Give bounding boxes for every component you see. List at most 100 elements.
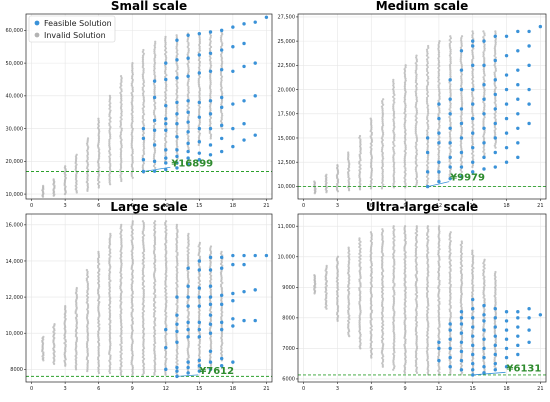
invalid-point — [131, 99, 134, 102]
invalid-point — [392, 122, 396, 125]
invalid-point — [164, 258, 167, 262]
invalid-point — [97, 363, 100, 366]
invalid-point — [415, 135, 418, 139]
invalid-point — [459, 261, 463, 264]
invalid-point — [198, 283, 202, 286]
invalid-point — [64, 348, 67, 351]
invalid-point — [164, 87, 167, 90]
invalid-point — [415, 179, 419, 182]
invalid-point — [187, 91, 190, 94]
invalid-point — [483, 363, 486, 366]
invalid-point — [154, 295, 157, 299]
feasible-point — [482, 83, 486, 87]
invalid-point — [86, 334, 90, 337]
invalid-point — [165, 333, 168, 336]
invalid-point — [209, 103, 212, 106]
invalid-point — [198, 349, 201, 352]
invalid-point — [164, 54, 167, 58]
invalid-point — [154, 306, 157, 309]
invalid-point — [141, 88, 144, 91]
invalid-point — [187, 356, 190, 359]
invalid-point — [220, 79, 223, 82]
invalid-point — [97, 255, 101, 259]
feasible-point — [231, 102, 235, 106]
invalid-point — [403, 239, 406, 242]
invalid-point — [449, 35, 452, 38]
invalid-point — [52, 178, 55, 181]
invalid-point — [448, 243, 452, 246]
invalid-point — [369, 117, 372, 120]
invalid-point — [53, 323, 56, 326]
invalid-point — [187, 310, 190, 314]
invalid-point — [108, 370, 111, 373]
invalid-point — [153, 260, 157, 263]
invalid-point — [153, 269, 157, 272]
invalid-point — [437, 249, 440, 253]
invalid-point — [120, 95, 123, 98]
invalid-point — [415, 98, 418, 101]
invalid-point — [152, 164, 156, 168]
invalid-point — [449, 90, 452, 94]
invalid-point — [120, 246, 123, 249]
invalid-point — [403, 165, 406, 168]
invalid-point — [152, 124, 156, 128]
invalid-point — [437, 149, 441, 152]
invalid-point — [119, 155, 122, 158]
invalid-point — [152, 155, 156, 158]
invalid-point — [209, 56, 212, 60]
invalid-point — [426, 309, 429, 313]
invalid-point — [336, 293, 339, 296]
feasible-point — [504, 319, 509, 323]
invalid-point — [120, 112, 123, 115]
invalid-point — [96, 266, 100, 269]
invalid-point — [493, 356, 496, 359]
invalid-point — [198, 40, 201, 43]
invalid-point — [164, 334, 167, 338]
invalid-point — [197, 136, 201, 139]
invalid-point — [142, 97, 145, 101]
invalid-point — [381, 138, 384, 142]
invalid-point — [96, 161, 100, 164]
invalid-point — [153, 67, 156, 70]
invalid-point — [108, 314, 112, 317]
invalid-point — [370, 264, 374, 267]
invalid-point — [370, 169, 374, 172]
x-tick-label: 18 — [503, 386, 509, 392]
invalid-point — [108, 113, 111, 116]
invalid-point — [153, 220, 157, 223]
invalid-point — [165, 315, 168, 318]
invalid-point — [381, 163, 384, 166]
feasible-point — [231, 291, 235, 296]
invalid-point — [392, 307, 395, 310]
invalid-point — [153, 253, 156, 256]
invalid-point — [141, 165, 144, 169]
invalid-point — [130, 174, 133, 177]
invalid-point — [86, 366, 89, 369]
invalid-point — [153, 345, 156, 348]
invalid-point — [131, 237, 134, 241]
feasible-point — [504, 102, 509, 106]
invalid-point — [153, 287, 156, 290]
feasible-point — [186, 360, 190, 364]
invalid-point — [97, 173, 101, 177]
invalid-point — [209, 305, 213, 309]
invalid-point — [359, 240, 362, 244]
feasible-point — [493, 150, 497, 155]
invalid-point — [97, 333, 100, 337]
invalid-point — [164, 100, 168, 104]
invalid-point — [221, 281, 224, 285]
invalid-point — [404, 294, 407, 298]
invalid-point — [220, 317, 223, 321]
invalid-point — [142, 105, 146, 108]
invalid-point — [460, 294, 463, 297]
invalid-point — [153, 290, 157, 293]
invalid-point — [438, 247, 441, 251]
invalid-point — [142, 109, 145, 112]
invalid-point — [414, 333, 418, 336]
invalid-point — [425, 100, 429, 103]
invalid-point — [175, 34, 178, 37]
invalid-point — [382, 355, 385, 358]
invalid-point — [426, 283, 429, 286]
invalid-point — [437, 63, 440, 66]
invalid-point — [187, 70, 190, 73]
